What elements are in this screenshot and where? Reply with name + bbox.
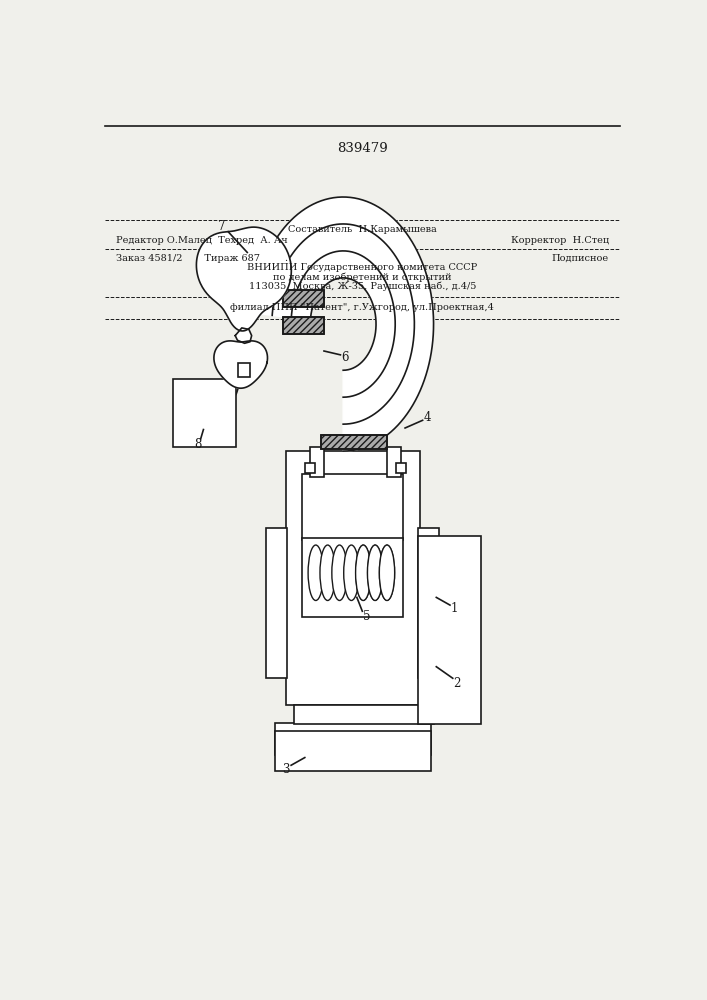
Text: 839479: 839479 bbox=[337, 142, 387, 155]
Text: 8: 8 bbox=[194, 438, 201, 451]
Text: Составитель  Н.Карамышева: Составитель Н.Карамышева bbox=[288, 225, 437, 234]
Bar bbox=[302, 538, 404, 617]
Text: филиал ППП "Патент", г.Ужгород, ул.Проектная,4: филиал ППП "Патент", г.Ужгород, ул.Проек… bbox=[230, 303, 494, 312]
Bar bbox=[173, 379, 236, 447]
Text: по делам изобретений и открытий: по делам изобретений и открытий bbox=[273, 272, 452, 282]
Text: 113035, Москва, Ж-35, Раушская наб., д.4/5: 113035, Москва, Ж-35, Раушская наб., д.4… bbox=[249, 282, 476, 291]
Bar bbox=[283, 317, 324, 334]
Bar bbox=[238, 363, 250, 377]
Text: ВНИИПИ Государственного комитета СССР: ВНИИПИ Государственного комитета СССР bbox=[247, 263, 477, 272]
Bar bbox=[283, 290, 324, 307]
Polygon shape bbox=[214, 341, 267, 388]
Text: 3: 3 bbox=[282, 763, 289, 776]
Text: 6: 6 bbox=[341, 351, 349, 364]
Bar bbox=[387, 447, 401, 477]
Polygon shape bbox=[253, 197, 433, 451]
Bar bbox=[283, 290, 324, 307]
Bar bbox=[305, 463, 315, 473]
Text: 2: 2 bbox=[453, 677, 460, 690]
Bar bbox=[310, 447, 324, 477]
Bar bbox=[419, 536, 481, 724]
Bar bbox=[275, 731, 431, 771]
Ellipse shape bbox=[332, 545, 347, 600]
Bar bbox=[286, 451, 420, 705]
Polygon shape bbox=[291, 251, 395, 397]
Bar bbox=[321, 435, 387, 449]
Ellipse shape bbox=[356, 545, 371, 600]
Ellipse shape bbox=[344, 545, 359, 600]
Bar bbox=[267, 528, 287, 678]
Text: Заказ 4581/2       Тираж 687        .: Заказ 4581/2 Тираж 687 . bbox=[116, 254, 288, 263]
Polygon shape bbox=[197, 227, 291, 331]
Text: Подписное: Подписное bbox=[551, 254, 609, 263]
Ellipse shape bbox=[380, 545, 395, 600]
Ellipse shape bbox=[356, 545, 371, 600]
Bar bbox=[321, 435, 387, 449]
Text: 4: 4 bbox=[423, 411, 431, 424]
Bar bbox=[419, 528, 439, 678]
Polygon shape bbox=[235, 328, 252, 343]
Bar bbox=[302, 474, 404, 540]
Bar bbox=[397, 463, 407, 473]
Polygon shape bbox=[236, 336, 248, 355]
Bar bbox=[294, 705, 433, 724]
Bar bbox=[283, 317, 324, 334]
Text: 1: 1 bbox=[450, 602, 458, 615]
Ellipse shape bbox=[308, 545, 323, 600]
Text: 5: 5 bbox=[363, 610, 370, 623]
Ellipse shape bbox=[368, 545, 382, 600]
Text: 7: 7 bbox=[218, 220, 226, 233]
Bar bbox=[275, 723, 431, 755]
Ellipse shape bbox=[368, 545, 382, 600]
Ellipse shape bbox=[380, 545, 395, 600]
Polygon shape bbox=[272, 224, 414, 424]
Ellipse shape bbox=[320, 545, 335, 600]
Text: Редактор О.Малец  Техред  А. Ач: Редактор О.Малец Техред А. Ач bbox=[116, 236, 288, 245]
Text: Корректор  Н.Стец: Корректор Н.Стец bbox=[510, 236, 609, 245]
